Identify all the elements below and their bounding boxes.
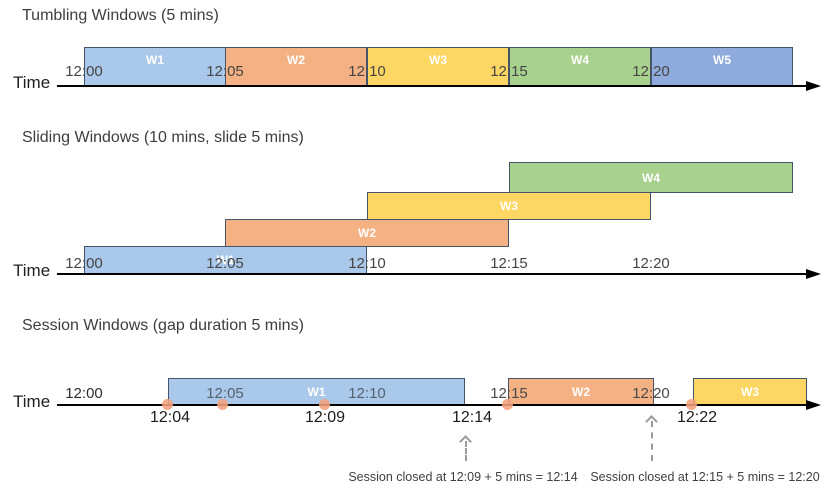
sliding-window-w1: W1 xyxy=(84,246,367,274)
time-axis xyxy=(57,85,808,87)
sliding-title: Sliding Windows (10 mins, slide 5 mins) xyxy=(22,129,304,146)
tick-label: 12:20 xyxy=(632,255,670,272)
event-dot xyxy=(502,399,513,410)
window-label: W3 xyxy=(741,384,759,399)
tumbling-title: Tumbling Windows (5 mins) xyxy=(22,7,219,24)
window-label: W1 xyxy=(216,253,235,267)
time-axis-label: Time xyxy=(13,392,51,411)
window-label: W4 xyxy=(642,170,660,185)
window-label: W1 xyxy=(307,384,326,399)
sliding-window-w4: W4 xyxy=(509,162,793,193)
tumbling-window-w5: W5 xyxy=(651,47,793,86)
window-label: W3 xyxy=(500,199,518,213)
time-axis-label: Time xyxy=(13,261,51,280)
window-label: W2 xyxy=(358,226,376,240)
sliding-window-w2: W2 xyxy=(225,219,509,247)
event-dot xyxy=(686,399,697,410)
window-label: W2 xyxy=(572,384,590,399)
tick-label: 12:20 xyxy=(632,63,670,80)
event-dot xyxy=(162,399,173,410)
window-label: W1 xyxy=(146,53,164,67)
axis-arrowhead-icon xyxy=(806,269,821,279)
axis-arrowhead-icon xyxy=(806,81,821,91)
tick-label: 12:00 xyxy=(65,63,103,80)
session-title: Session Windows (gap duration 5 mins) xyxy=(22,317,304,334)
tumbling-window-w4: W4 xyxy=(509,47,651,86)
tumbling-window-w2: W2 xyxy=(225,47,367,86)
session-window-w3: W3 xyxy=(693,378,807,405)
tick-label: 12:00 xyxy=(65,385,103,402)
event-time-label: 12:09 xyxy=(304,409,346,426)
tick-label: 12:05 xyxy=(206,255,244,272)
window-label: W4 xyxy=(571,53,589,67)
tick-label: 12:15 xyxy=(490,385,528,402)
session-annotation: Session closed at 12:15 + 5 mins = 12:20 xyxy=(590,470,820,484)
tick-label: 12:00 xyxy=(65,255,103,272)
event-time-label: 12:22 xyxy=(676,409,718,426)
window-label: W5 xyxy=(713,53,731,67)
time-axis xyxy=(57,404,808,406)
event-dot xyxy=(217,399,228,410)
tick-label: 12:10 xyxy=(348,385,386,402)
tick-label: 12:15 xyxy=(490,63,528,80)
tick-label: 12:15 xyxy=(490,255,528,272)
window-label: W3 xyxy=(429,53,447,67)
time-axis xyxy=(57,273,808,275)
window-label: W2 xyxy=(287,53,305,67)
tick-label: 12:20 xyxy=(632,385,670,402)
tick-label: 12:10 xyxy=(348,63,386,80)
tick-label: 12:10 xyxy=(348,255,386,272)
sliding-window-w3: W3 xyxy=(367,192,651,220)
event-time-label: 12:14 xyxy=(451,409,493,426)
tick-label: 12:05 xyxy=(206,385,244,402)
event-time-label: 12:04 xyxy=(149,409,191,426)
axis-arrowhead-icon xyxy=(806,400,821,410)
tick-label: 12:05 xyxy=(206,63,244,80)
session-window-w2: W2 xyxy=(508,378,654,405)
session-annotation: Session closed at 12:09 + 5 mins = 12:14 xyxy=(348,470,578,484)
event-dot xyxy=(319,399,330,410)
time-axis-label: Time xyxy=(13,73,51,92)
